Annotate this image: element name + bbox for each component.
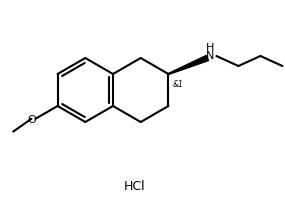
Text: N: N — [206, 51, 215, 61]
Text: HCl: HCl — [124, 180, 146, 193]
Polygon shape — [168, 56, 209, 75]
Text: H: H — [206, 43, 215, 53]
Text: O: O — [27, 114, 36, 124]
Text: &1: &1 — [172, 80, 183, 89]
